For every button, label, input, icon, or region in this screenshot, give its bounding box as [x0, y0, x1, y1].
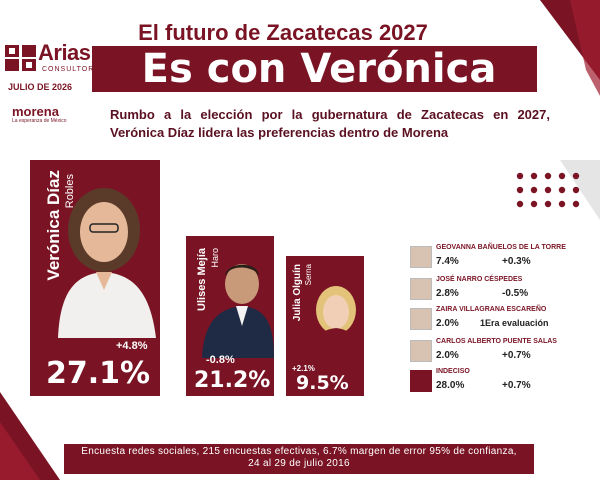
corner-ribbon-mid-right-icon — [560, 160, 600, 220]
candidate-surname-julia: Serna — [304, 264, 313, 286]
candidate-percent-ulises: 21.2% — [194, 368, 271, 393]
candidate-name-julia: Julia Olguín — [292, 264, 303, 322]
candidate-card-veronica: Verónica Díaz Robles +4.8% 27.1% — [30, 160, 160, 396]
candidate-name-veronica: Verónica Díaz — [44, 170, 63, 281]
candidate-percent-julia: 9.5% — [296, 372, 349, 394]
avatar — [410, 340, 432, 362]
list-item-name: ZAIRA VILLAGRANA ESCAREÑO — [436, 306, 547, 313]
candidate-surname-veronica: Robles — [64, 174, 76, 209]
candidate-card-julia: Julia Olguín Serna +2.1% 9.5% — [286, 256, 364, 396]
list-item-change: 1Era evaluación — [480, 318, 549, 328]
footer-banner — [64, 444, 534, 474]
list-item-percent: 7.4% — [436, 256, 459, 267]
list-item-indeciso: INDECISO 28.0% +0.7% — [410, 368, 590, 402]
list-item-jose: JOSÉ NARRO CÉSPEDES 2.8% -0.5% — [410, 276, 590, 310]
candidate-card-ulises: Ulises Mejía Haro -0.8% 21.2% — [186, 236, 274, 396]
list-item-geovanna: GEOVANNA BAÑUELOS DE LA TORRE 7.4% +0.3% — [410, 244, 590, 278]
candidate-change-veronica: +4.8% — [116, 340, 148, 352]
page-subtitle: Rumbo a la elección por la gubernatura d… — [110, 107, 550, 140]
list-item-name: GEOVANNA BAÑUELOS DE LA TORRE — [436, 244, 566, 251]
list-item-percent: 2.0% — [436, 350, 459, 361]
logo-brand: Arias — [38, 40, 91, 65]
list-item-change: +0.7% — [502, 380, 531, 391]
footer-line-1: Encuesta redes sociales, 215 encuestas e… — [81, 446, 517, 457]
logo-date: JULIO DE 2026 — [8, 82, 73, 92]
list-item-change: +0.7% — [502, 350, 531, 361]
logo-subtitle: CONSULTORES — [42, 66, 106, 73]
list-item-change: +0.3% — [502, 256, 531, 267]
list-item-percent: 2.0% — [436, 318, 459, 329]
candidate-name-ulises: Ulises Mejía — [196, 248, 208, 311]
candidate-photo-ulises — [202, 264, 274, 358]
corner-ribbon-top-right-icon — [540, 0, 600, 96]
logo-mark-icon — [5, 45, 36, 71]
party-logo: morena — [12, 104, 59, 119]
candidate-change-ulises: -0.8% — [206, 354, 235, 366]
list-item-name: INDECISO — [436, 368, 470, 375]
candidate-photo-veronica — [58, 188, 156, 338]
footer-line-2: 24 al 29 de julio 2016 — [248, 458, 350, 469]
list-item-carlos: CARLOS ALBERTO PUENTE SALAS 2.0% +0.7% — [410, 338, 590, 372]
list-item-percent: 28.0% — [436, 380, 465, 391]
list-item-name: JOSÉ NARRO CÉSPEDES — [436, 276, 523, 283]
page-title-main: Es con Verónica — [141, 46, 497, 92]
candidate-percent-veronica: 27.1% — [46, 356, 151, 391]
corner-ribbon-bottom-left-icon — [0, 392, 60, 480]
list-item-percent: 2.8% — [436, 288, 459, 299]
title-banner — [92, 46, 537, 92]
page-title-top: El futuro de Zacatecas 2027 — [138, 20, 428, 45]
dot-pattern-icon — [516, 172, 580, 208]
avatar — [410, 246, 432, 268]
undecided-swatch-icon — [410, 370, 432, 392]
candidate-photo-julia — [306, 286, 364, 366]
avatar — [410, 278, 432, 300]
footer-note: Encuesta redes sociales, 215 encuestas e… — [64, 446, 534, 470]
party-tagline: La esperanza de México — [12, 118, 67, 124]
avatar — [410, 308, 432, 330]
list-item-zaira: ZAIRA VILLAGRANA ESCAREÑO 2.0% 1Era eval… — [410, 306, 590, 340]
candidate-change-julia: +2.1% — [292, 364, 315, 373]
list-item-name: CARLOS ALBERTO PUENTE SALAS — [436, 338, 557, 345]
list-item-change: -0.5% — [502, 288, 529, 299]
candidate-surname-ulises: Haro — [210, 248, 220, 268]
